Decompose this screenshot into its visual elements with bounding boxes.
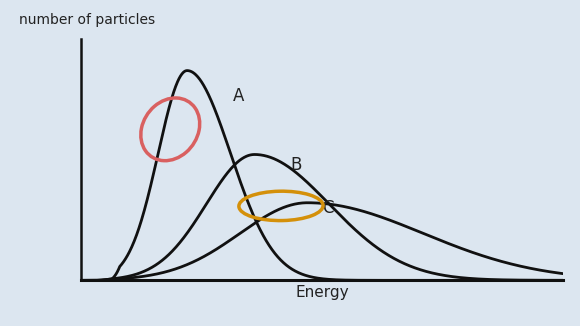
X-axis label: Energy: Energy — [295, 285, 349, 300]
Text: A: A — [233, 87, 244, 105]
Text: number of particles: number of particles — [19, 13, 155, 27]
Text: B: B — [291, 156, 302, 174]
Text: C: C — [322, 199, 334, 217]
